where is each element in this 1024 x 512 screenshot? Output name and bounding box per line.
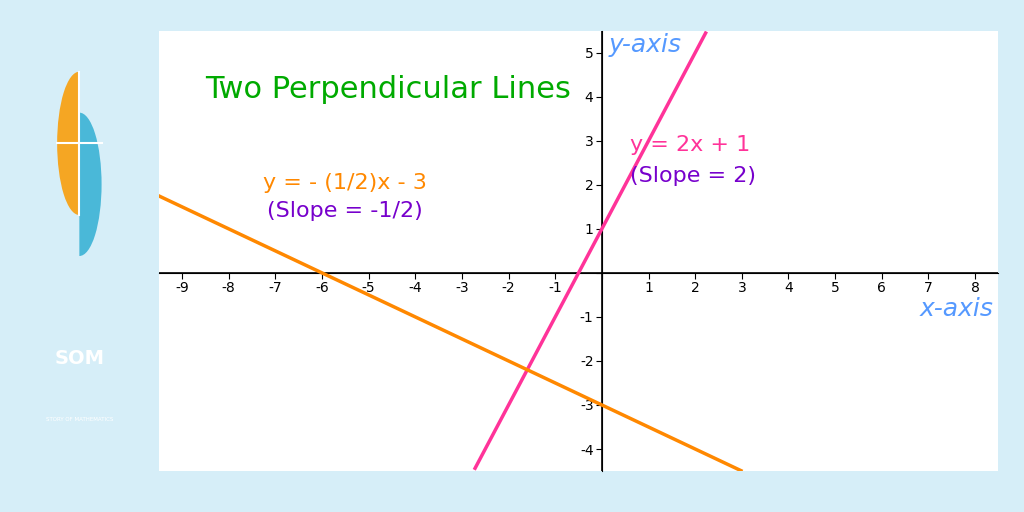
Text: (Slope = -1/2): (Slope = -1/2) xyxy=(267,201,423,221)
Text: y-axis: y-axis xyxy=(609,33,682,57)
Text: y = 2x + 1: y = 2x + 1 xyxy=(630,135,751,155)
Text: Two Perpendicular Lines: Two Perpendicular Lines xyxy=(206,75,571,104)
Text: STORY OF MATHEMATICS: STORY OF MATHEMATICS xyxy=(46,417,113,422)
Wedge shape xyxy=(57,72,80,215)
Text: y = - (1/2)x - 3: y = - (1/2)x - 3 xyxy=(263,173,427,193)
Text: x-axis: x-axis xyxy=(920,297,993,321)
Wedge shape xyxy=(80,113,101,256)
Text: SOM: SOM xyxy=(54,349,104,368)
Text: (Slope = 2): (Slope = 2) xyxy=(630,166,756,186)
